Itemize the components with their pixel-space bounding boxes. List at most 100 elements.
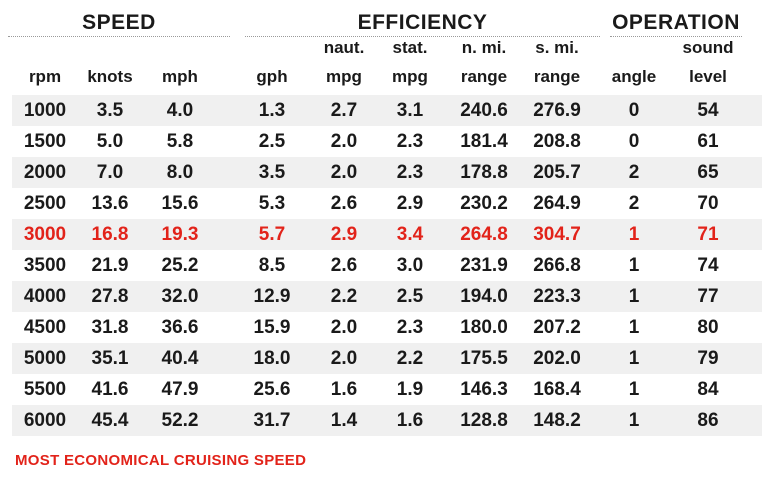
table-cell: 2.7 bbox=[330, 100, 358, 121]
table-cell: 128.8 bbox=[460, 410, 508, 431]
table-cell: 2.0 bbox=[330, 162, 358, 183]
table-cell: 1.6 bbox=[396, 410, 424, 431]
table-cell: 2.0 bbox=[330, 131, 358, 152]
table-cell: 240.6 bbox=[460, 100, 508, 121]
table-cell: 1 bbox=[628, 410, 640, 431]
table-cell: 175.5 bbox=[460, 348, 508, 369]
performance-table: 1000 3.5 4.0 1.3 2.7 3.1 240.6 276.9 0 54 1500 5.0 5… bbox=[12, 95, 762, 436]
table-cell: 2.9 bbox=[396, 193, 424, 214]
table-cell: 36.6 bbox=[161, 317, 199, 338]
column-header-top-9: sound bbox=[682, 38, 734, 57]
group-header-efficiency: EFFICIENCY bbox=[245, 10, 600, 37]
table-cell: 1 bbox=[628, 224, 640, 245]
column-header-6: range bbox=[460, 67, 508, 86]
table-cell: 80 bbox=[697, 317, 719, 338]
column-header-8: angle bbox=[611, 67, 657, 86]
table-cell: 31.7 bbox=[253, 410, 291, 431]
table-cell: 1 bbox=[628, 255, 640, 276]
table-row: 4500 31.8 36.6 15.9 2.0 2.3 180.0 207.2 1 80 bbox=[12, 312, 762, 343]
table-cell: 264.9 bbox=[533, 193, 581, 214]
table-row: 1000 3.5 4.0 1.3 2.7 3.1 240.6 276.9 0 54 bbox=[12, 95, 762, 126]
table-cell: 8.0 bbox=[166, 162, 194, 183]
table-cell: 25.2 bbox=[161, 255, 199, 276]
table-row: 1500 5.0 5.8 2.5 2.0 2.3 181.4 208.8 0 61 bbox=[12, 126, 762, 157]
table-cell: 0 bbox=[628, 100, 640, 121]
table-cell: 79 bbox=[697, 348, 719, 369]
table-cell: 3.5 bbox=[258, 162, 286, 183]
table-cell: 208.8 bbox=[533, 131, 581, 152]
column-header-top-7: s. mi. bbox=[535, 38, 579, 57]
table-row: 6000 45.4 52.2 31.7 1.4 1.6 128.8 148.2 1 86 bbox=[12, 405, 762, 436]
column-header-top-6: n. mi. bbox=[461, 38, 507, 57]
table-cell: 6000 bbox=[23, 410, 67, 431]
table-cell: 15.9 bbox=[253, 317, 291, 338]
table-cell: 231.9 bbox=[460, 255, 508, 276]
table-cell: 31.8 bbox=[91, 317, 129, 338]
column-header-9: level bbox=[689, 67, 727, 86]
table-cell: 1 bbox=[628, 286, 640, 307]
table-cell: 0 bbox=[628, 131, 640, 152]
table-cell: 1 bbox=[628, 379, 640, 400]
table-cell: 74 bbox=[697, 255, 719, 276]
table-row: 2500 13.6 15.6 5.3 2.6 2.9 230.2 264.9 2 70 bbox=[12, 188, 762, 219]
group-header-operation: OPERATION bbox=[610, 10, 742, 37]
table-cell: 70 bbox=[697, 193, 719, 214]
table-cell: 1.9 bbox=[396, 379, 424, 400]
table-cell: 27.8 bbox=[91, 286, 129, 307]
table-cell: 19.3 bbox=[161, 224, 199, 245]
table-cell: 148.2 bbox=[533, 410, 581, 431]
table-row: 3000 16.8 19.3 5.7 2.9 3.4 264.8 304.7 1 71 bbox=[12, 219, 762, 250]
column-header-2: mph bbox=[162, 67, 198, 86]
table-cell: 266.8 bbox=[533, 255, 581, 276]
table-cell: 18.0 bbox=[253, 348, 291, 369]
table-cell: 1.3 bbox=[258, 100, 286, 121]
table-cell: 1.6 bbox=[330, 379, 358, 400]
table-cell: 54 bbox=[697, 100, 719, 121]
table-cell: 15.6 bbox=[161, 193, 199, 214]
table-cell: 2.6 bbox=[330, 193, 358, 214]
table-cell: 3.0 bbox=[396, 255, 424, 276]
table-row: 4000 27.8 32.0 12.9 2.2 2.5 194.0 223.3 1 77 bbox=[12, 281, 762, 312]
table-cell: 5000 bbox=[23, 348, 67, 369]
table-cell: 276.9 bbox=[533, 100, 581, 121]
table-cell: 65 bbox=[697, 162, 719, 183]
column-header-4: mpg bbox=[326, 67, 362, 86]
table-row: 5000 35.1 40.4 18.0 2.0 2.2 175.5 202.0 1 79 bbox=[12, 343, 762, 374]
table-cell: 4000 bbox=[23, 286, 67, 307]
column-header-top-4: naut. bbox=[323, 38, 365, 57]
table-cell: 4500 bbox=[23, 317, 67, 338]
table-cell: 2.9 bbox=[330, 224, 358, 245]
table-cell: 181.4 bbox=[460, 131, 508, 152]
table-cell: 230.2 bbox=[460, 193, 508, 214]
table-cell: 264.8 bbox=[460, 224, 508, 245]
table-cell: 1000 bbox=[23, 100, 67, 121]
table-cell: 2.3 bbox=[396, 162, 424, 183]
table-cell: 3500 bbox=[23, 255, 67, 276]
table-cell: 47.9 bbox=[161, 379, 199, 400]
table-cell: 61 bbox=[697, 131, 719, 152]
table-cell: 2.5 bbox=[258, 131, 286, 152]
table-cell: 223.3 bbox=[533, 286, 581, 307]
table-cell: 41.6 bbox=[91, 379, 129, 400]
table-cell: 25.6 bbox=[253, 379, 291, 400]
table-cell: 2.2 bbox=[396, 348, 424, 369]
table-cell: 5500 bbox=[23, 379, 67, 400]
table-cell: 2500 bbox=[23, 193, 67, 214]
group-header-speed: SPEED bbox=[8, 10, 230, 37]
table-cell: 2.5 bbox=[396, 286, 424, 307]
table-cell: 32.0 bbox=[161, 286, 199, 307]
table-cell: 180.0 bbox=[460, 317, 508, 338]
table-cell: 3.5 bbox=[96, 100, 124, 121]
table-cell: 2.0 bbox=[330, 348, 358, 369]
table-cell: 5.7 bbox=[258, 224, 286, 245]
table-cell: 207.2 bbox=[533, 317, 581, 338]
table-cell: 40.4 bbox=[161, 348, 199, 369]
column-header-0: rpm bbox=[28, 67, 62, 86]
table-cell: 1.4 bbox=[330, 410, 358, 431]
table-cell: 168.4 bbox=[533, 379, 581, 400]
table-cell: 12.9 bbox=[253, 286, 291, 307]
table-cell: 2000 bbox=[23, 162, 67, 183]
table-cell: 5.8 bbox=[166, 131, 194, 152]
table-cell: 3.4 bbox=[396, 224, 424, 245]
table-cell: 2.2 bbox=[330, 286, 358, 307]
